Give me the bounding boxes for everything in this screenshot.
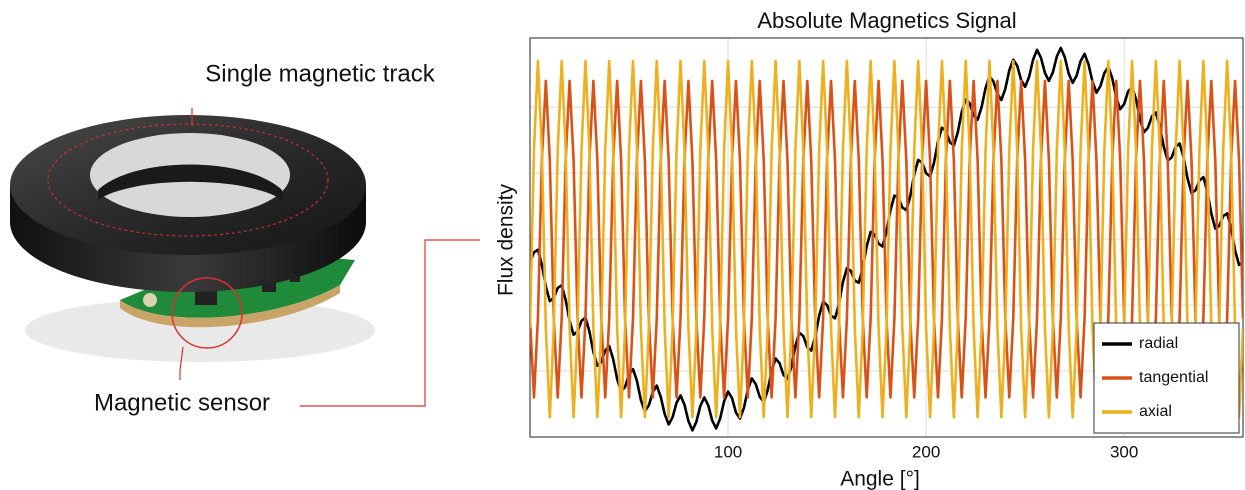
y-axis-label: Flux density (495, 183, 518, 296)
component (290, 274, 300, 282)
pcb-edge (120, 285, 340, 328)
x-tick-label: 300 (1110, 442, 1138, 461)
callout-line (300, 239, 480, 407)
x-tick-label: 200 (912, 442, 940, 461)
label: Magnetic sensor (94, 389, 270, 416)
component (262, 282, 276, 292)
legend-label: axial (1139, 403, 1172, 420)
line-series (530, 46, 1243, 432)
sensor-circle (171, 277, 243, 349)
sensor-chip (195, 290, 217, 305)
illustration: Single magnetic track Magnetic sensor (10, 60, 480, 416)
plot-frame (529, 37, 1244, 438)
track-line (47, 123, 329, 237)
x-axis-label: Angle [°] (840, 468, 920, 490)
label: Single magnetic track (205, 60, 435, 87)
legend-label: radial (1139, 335, 1178, 352)
x-tick-label: 100 (714, 442, 742, 461)
legend-label: tangential (1139, 369, 1208, 386)
chart-title: Absolute Magnetics Signal (757, 8, 1016, 33)
callout-line (179, 346, 184, 380)
hole-wall (98, 164, 282, 200)
pcb-hole (143, 293, 157, 307)
